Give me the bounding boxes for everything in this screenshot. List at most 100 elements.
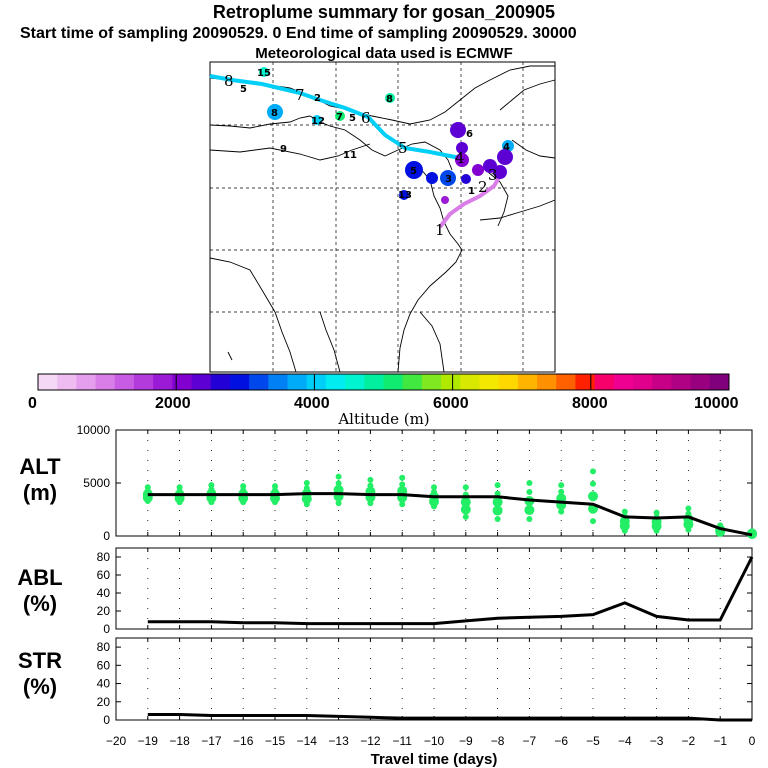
altitude-scatter-point (590, 480, 596, 487)
cluster-label: 6 (466, 129, 473, 140)
y-tick-label: 0 (103, 529, 110, 543)
abl-panel-unit: (%) (22, 591, 58, 616)
cluster-label: 7 (336, 112, 343, 123)
colorbar-segment (210, 374, 231, 390)
y-tick-label: 40 (97, 677, 111, 691)
colorbar-segment (268, 374, 289, 390)
altitude-scatter-point (460, 497, 471, 508)
abl-panel-label: ABL (17, 565, 63, 590)
altitude-scatter-point (494, 490, 501, 497)
altitude-scatter-point (272, 483, 278, 490)
colorbar-segment (690, 374, 711, 390)
altitude-scatter-point (144, 484, 151, 491)
colorbar-segment (249, 374, 269, 390)
alt-panel-unit: (m) (22, 480, 58, 505)
traj-label-2: 2 (478, 178, 488, 196)
series-line (147, 492, 753, 537)
colorbar-tick: 4000 (294, 395, 330, 412)
x-tick-label: −15 (265, 734, 286, 748)
cluster-label: 8 (271, 108, 278, 119)
x-tick-label: −2 (682, 734, 696, 748)
alt-panel-label: ALT (19, 454, 61, 479)
altitude-scatter-point (524, 505, 535, 516)
str-panel-unit: (%) (22, 674, 58, 699)
traj-label-4: 4 (455, 149, 465, 167)
x-tick-label: −6 (554, 734, 568, 748)
traj-label-1: 1 (435, 221, 445, 239)
altitude-scatter-point (526, 516, 533, 523)
altitude-scatter-point (685, 505, 692, 512)
x-tick-label: −8 (491, 734, 505, 748)
cluster-label: 13 (398, 190, 412, 201)
traj-label-7: 7 (295, 86, 305, 104)
traj-label-6: 6 (361, 109, 371, 127)
x-tick-label: −18 (169, 734, 190, 748)
altitude-scatter-point (492, 505, 503, 516)
altitude-scatter-point (494, 482, 501, 489)
colorbar-segment (364, 374, 384, 390)
y-tick-label: 80 (97, 640, 111, 654)
altitude-scatter-point (526, 489, 533, 496)
y-tick-label: 60 (97, 568, 111, 582)
altitude-scatter-point (462, 513, 469, 520)
x-tick-label: −10 (424, 734, 445, 748)
y-tick-label: 40 (97, 586, 111, 600)
colorbar-segment (460, 374, 480, 390)
x-tick-label: −7 (523, 734, 537, 748)
altitude-scatter-point (526, 480, 533, 486)
y-tick-label: 5000 (83, 476, 110, 490)
x-tick-label: −12 (360, 734, 381, 748)
plume-bubbles (259, 67, 514, 204)
traj-label-3: 3 (488, 166, 498, 184)
y-tick-label: 10000 (77, 423, 111, 437)
colorbar-segment (383, 374, 404, 390)
altitude-scatter-point (558, 488, 565, 495)
altitude-scatter-point (335, 500, 342, 507)
series-line (147, 556, 754, 626)
altitude-scatter-point (558, 508, 565, 515)
altitude-scatter-point (240, 483, 247, 490)
colorbar-tick: 8000 (572, 395, 608, 412)
colorbar-segment (671, 374, 692, 390)
colorbar-tick: 10000 (694, 395, 739, 412)
coastlines (209, 65, 556, 373)
y-tick-label: 80 (97, 550, 111, 564)
colorbar-tick: 0 (28, 395, 37, 412)
colorbar-segment (479, 374, 500, 390)
altitude-scatter-point (303, 485, 310, 492)
colorbar-segment (325, 374, 346, 390)
colorbar-segment (537, 374, 557, 390)
colorbar-segment (575, 374, 596, 390)
colorbar-segment (517, 374, 538, 390)
altitude-scatter-point (653, 509, 660, 516)
colorbar-segment (172, 374, 193, 390)
altitude-scatter-point (685, 510, 692, 517)
altitude-scatter-point (303, 480, 310, 486)
colorbar-segment (652, 374, 672, 390)
colorbar-segment (76, 374, 97, 390)
sampling-times: Start time of sampling 20090529. 0 End t… (20, 25, 577, 42)
met-data-line: Meteorological data used is ECMWF (255, 45, 513, 62)
y-tick-label: 20 (97, 604, 111, 618)
colorbar-tick: 6000 (433, 395, 469, 412)
altitude-scatter-point (399, 474, 406, 481)
colorbar-segment (191, 374, 212, 390)
colorbar-segment (133, 374, 154, 390)
altitude-scatter-point (176, 484, 183, 491)
chart-title: Retroplume summary for gosan_200905 (212, 2, 556, 22)
colorbar-segment (613, 374, 634, 390)
colorbar-segment (421, 374, 442, 390)
colorbar-segment (153, 374, 173, 390)
x-tick-label: −11 (392, 734, 412, 748)
cluster-label: 9 (280, 144, 287, 155)
colorbar-tick: 2000 (155, 395, 191, 412)
colorbar-segment (38, 374, 58, 390)
altitude-scatter-point (431, 489, 437, 496)
cluster-label: 2 (314, 93, 321, 104)
colorbar-segment (57, 374, 77, 390)
map-grid (210, 62, 555, 372)
altitude-scatter-point (460, 504, 471, 515)
